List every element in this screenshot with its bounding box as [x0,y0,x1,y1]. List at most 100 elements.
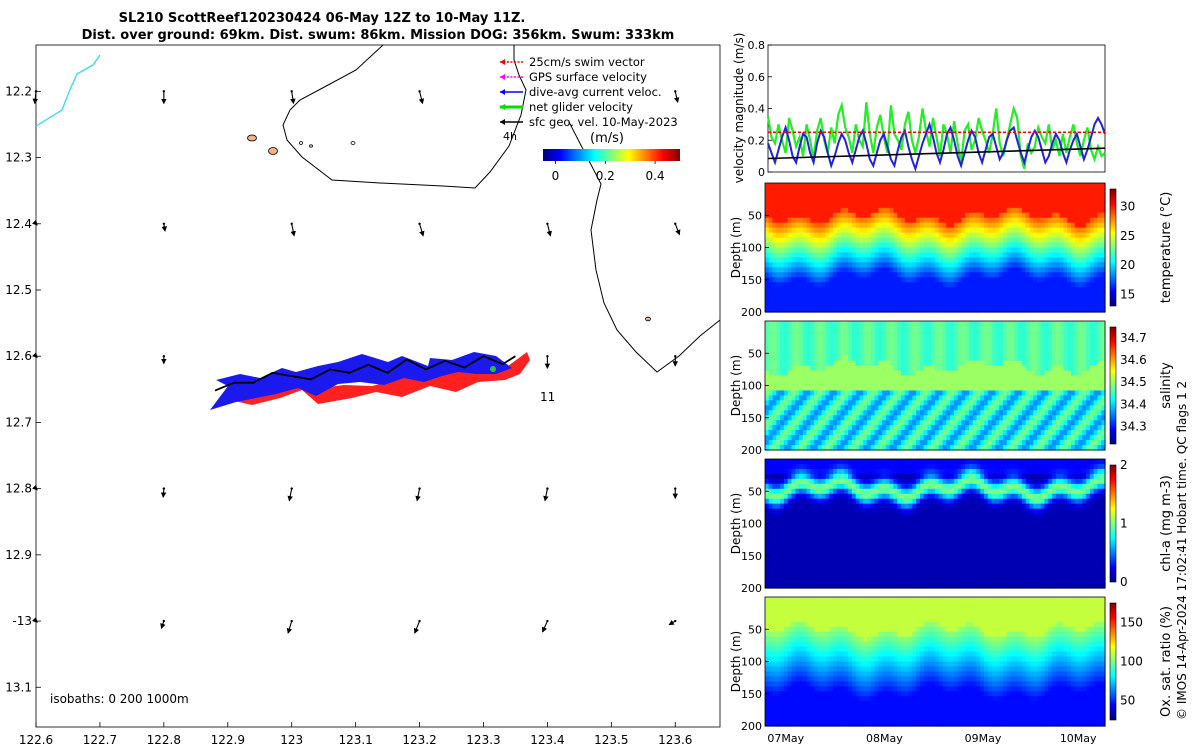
heatmap-cell [810,335,815,342]
heatmap-cell [776,508,781,515]
heatmap-cell [950,277,955,283]
heatmap-cell [923,307,929,313]
heatmap-cell [833,410,838,416]
heatmap-cell [844,325,849,332]
heatmap-cell [802,207,808,214]
heatmap-cell [1071,232,1076,239]
heatmap-cell [942,292,947,298]
heatmap-cell [904,212,910,219]
heatmap-cell [765,330,770,337]
heatmap-cell [938,410,944,416]
heatmap-cell [825,237,830,244]
heatmap-cell [980,350,985,357]
heatmap-cell [946,262,951,268]
heatmap-cell [942,212,947,219]
heatmap-cell [908,375,913,382]
heatmap-cell [1033,435,1038,441]
heatmap-cell [806,430,811,436]
heatmap-cell [931,307,936,313]
heatmap-cell [783,410,789,416]
heatmap-cell [765,478,770,485]
heatmap-cell [878,330,883,337]
heatmap-cell [1014,212,1019,219]
heatmap-cell [870,217,876,224]
heatmap-cell [885,415,891,421]
heatmap-cell [901,425,906,431]
heatmap-cell [931,252,936,259]
heatmap-cell [780,183,785,189]
heatmap-cell [765,252,770,259]
heatmap-cell [848,292,853,298]
heatmap-cell [795,237,800,244]
heatmap-cell [859,257,864,263]
heatmap-cell [1101,430,1106,436]
heatmap-cell [1071,350,1076,357]
heatmap-cell [1063,380,1068,387]
heatmap-cell [942,340,947,347]
heatmap-cell [1033,222,1038,229]
heatmap-cell [942,405,947,411]
heatmap-cell [961,350,966,357]
heatmap-cell [1044,242,1049,249]
heatmap-cell [848,242,853,249]
heatmap-cell [961,385,966,392]
heatmap-cell [980,227,985,234]
heatmap-cell [1003,415,1008,421]
heatmap-cell [972,222,978,229]
heatmap-cell [1063,360,1068,367]
heatmap-cell [795,321,800,327]
heatmap-cell [772,583,777,589]
heatmap-cell [1018,272,1023,278]
heatmap-cell [904,187,910,194]
heatmap-cell [1097,350,1102,357]
heatmap-cell [965,232,970,239]
heatmap-cell [1025,282,1031,288]
heatmap-cell [1018,395,1023,401]
heatmap-cell [772,558,777,564]
heatmap-cell [1021,262,1027,268]
heatmap-cell [965,292,970,298]
heatmap-cell [1071,187,1076,194]
heatmap-cell [848,282,853,288]
heatmap-cell [950,297,955,303]
heatmap-cell [950,242,955,249]
heatmap-cell [1063,325,1068,332]
heatmap-cell [859,287,864,293]
heatmap-cell [961,267,966,273]
heatmap-cell [1040,345,1046,352]
heatmap-cell [946,335,951,342]
heatmap-cell [1033,400,1038,406]
heatmap-cell [1089,202,1095,209]
heatmap-cell [950,430,955,436]
heatmap-cell [1025,355,1031,362]
heatmap-cell [806,302,811,308]
heatmap-cell [882,405,887,411]
heatmap-cell [844,232,849,239]
heatmap-cell [961,252,966,259]
heatmap-cell [1014,207,1019,214]
heatmap-cell [1040,202,1046,209]
heatmap-cell [912,415,917,421]
heatmap-cell [1010,435,1015,441]
heatmap-cell [821,365,827,372]
heatmap-cell [987,340,993,347]
heatmap-cell [1025,325,1031,332]
heatmap-cell [942,420,947,426]
isobath-lines [35,44,721,373]
heatmap-cell [870,321,876,327]
heatmap-cell [950,390,955,397]
heatmap-cell [1101,292,1106,298]
heatmap-cell [908,445,913,451]
heatmap-cell [885,227,891,234]
heatmap-cell [776,307,781,313]
heatmap-cell [810,212,815,219]
heatmap-cell [1067,420,1072,426]
heatmap-cell [874,212,879,219]
sfc-vector [286,620,293,634]
heatmap-cell [931,365,936,372]
heatmap-cell [787,325,793,332]
heatmap-cell [802,227,808,234]
heatmap-cell [1101,197,1106,204]
heatmap-cell [980,247,985,254]
heatmap-cell [961,410,966,416]
